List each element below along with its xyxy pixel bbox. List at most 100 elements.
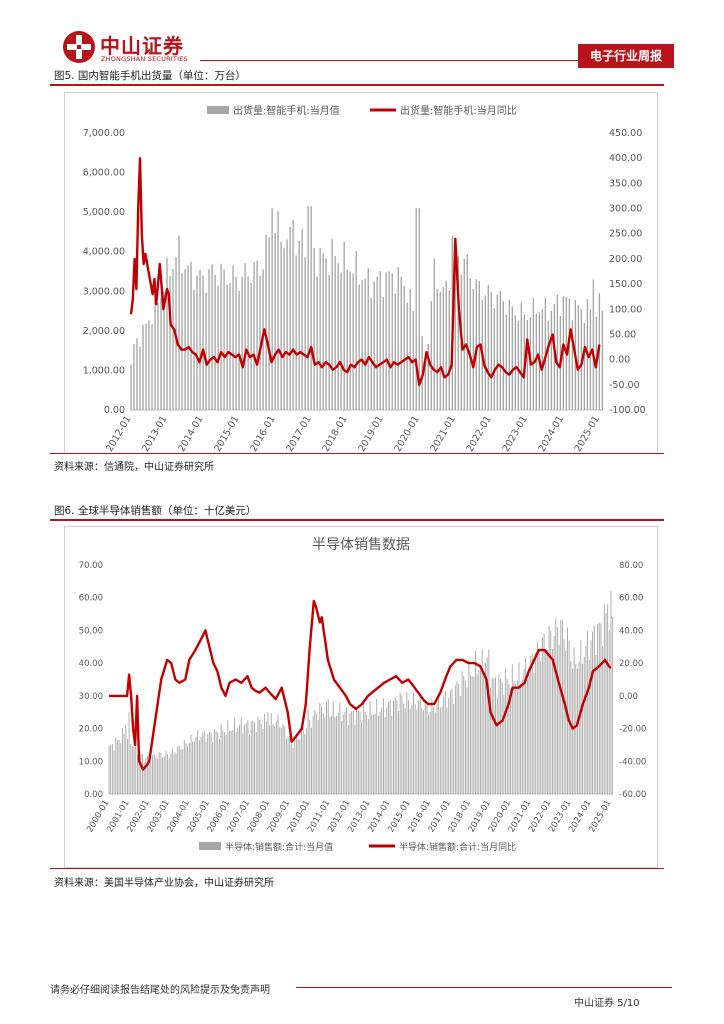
- bar: [224, 732, 225, 794]
- bar: [306, 728, 307, 794]
- bar: [312, 715, 314, 794]
- bar: [154, 296, 156, 410]
- y-right-tick-label: 200.00: [609, 254, 642, 265]
- bar: [571, 320, 574, 410]
- bar: [316, 713, 317, 794]
- legend-line-label: 半导体:销售额:合计:当月同比: [399, 841, 516, 853]
- y-left-tick-label: 2,000.00: [83, 326, 125, 337]
- y-left-tick-label: 7,000.00: [83, 128, 125, 139]
- legend: 出货量:智能手机:当月值 出货量:智能手机:当月同比: [207, 104, 517, 117]
- semiconductor-sales-chart: 半导体销售数据 70.00 60.00 50.00 40.00 30.00 20.00 10.…: [79, 537, 647, 853]
- bar: [108, 745, 110, 794]
- bar: [183, 740, 185, 794]
- bar: [307, 206, 309, 410]
- figure6-source: 资料来源：美国半导体产业协会，中山证券研究所: [54, 878, 274, 889]
- bar: [541, 637, 543, 794]
- bar: [280, 241, 282, 410]
- bar: [155, 756, 157, 794]
- bar: [409, 708, 411, 794]
- bar: [444, 691, 446, 794]
- bar: [173, 752, 175, 794]
- bar: [325, 258, 327, 410]
- bar: [213, 729, 215, 794]
- bar: [275, 721, 277, 794]
- bar: [453, 704, 455, 794]
- x-tick-label: 2016-01: [248, 414, 277, 453]
- bar: [256, 260, 258, 410]
- bar: [294, 740, 296, 794]
- report-tag: 电子行业周报: [578, 44, 674, 68]
- bar: [389, 700, 391, 794]
- bar: [547, 320, 550, 410]
- bar: [130, 743, 132, 794]
- bar: [177, 746, 179, 794]
- bar: [193, 289, 195, 410]
- bar: [463, 676, 465, 794]
- bar: [458, 683, 460, 794]
- bar: [568, 298, 571, 410]
- bar: [439, 707, 441, 794]
- bar: [316, 276, 318, 410]
- bar: [125, 725, 127, 794]
- bar: [150, 761, 152, 794]
- bar: [352, 710, 354, 794]
- bar: [192, 741, 194, 794]
- bar: [501, 681, 503, 794]
- bar: [399, 692, 401, 794]
- y-right-tick-label: -50.00: [609, 380, 640, 391]
- bar: [523, 669, 525, 794]
- bar: [295, 734, 297, 794]
- bar: [123, 733, 125, 794]
- bar: [331, 238, 333, 410]
- bar: [208, 269, 210, 410]
- bar: [472, 288, 474, 410]
- bar: [382, 698, 384, 794]
- bar: [381, 707, 383, 794]
- bar: [369, 701, 371, 794]
- bar: [157, 758, 158, 794]
- bar: [511, 306, 513, 410]
- x-tick-label: 2018-01: [320, 414, 349, 453]
- y-right-tick-label: 350.00: [609, 178, 642, 189]
- bar: [212, 741, 214, 794]
- bar: [126, 739, 128, 794]
- figure6-top-rule: [50, 519, 664, 521]
- bar: [238, 290, 240, 410]
- bar: [438, 694, 440, 794]
- bar: [490, 687, 491, 794]
- bar: [394, 697, 396, 794]
- bar: [490, 291, 492, 410]
- bar: [346, 269, 348, 410]
- bar: [184, 269, 186, 410]
- legend-line-label: 出货量:智能手机:当月同比: [400, 104, 517, 117]
- y-right-tick-label: 40.00: [619, 626, 643, 636]
- bar: [289, 735, 291, 794]
- bar: [515, 683, 517, 794]
- bar: [556, 627, 558, 794]
- bar: [513, 681, 515, 794]
- bar: [113, 750, 115, 794]
- bar: [322, 713, 324, 794]
- bar: [324, 717, 326, 794]
- bar: [232, 729, 234, 794]
- bar: [476, 674, 478, 794]
- bar: [418, 700, 420, 794]
- bar: [158, 751, 160, 794]
- y-left-tick-label: 3,000.00: [83, 286, 125, 297]
- bar: [448, 290, 450, 410]
- bar: [454, 243, 456, 410]
- y-right-tick-label: 60.00: [619, 594, 643, 604]
- bar: [473, 676, 475, 794]
- bar: [466, 687, 468, 794]
- bar: [387, 702, 389, 794]
- bar: [413, 692, 414, 794]
- bar: [292, 748, 294, 794]
- bar: [197, 730, 199, 794]
- y-left-tick-label: 40.00: [79, 659, 103, 669]
- y-right-tick-label: 100.00: [609, 304, 642, 315]
- bar: [147, 755, 148, 794]
- bar: [257, 716, 259, 794]
- bar: [202, 275, 204, 410]
- bar: [351, 711, 353, 794]
- bar: [592, 279, 595, 410]
